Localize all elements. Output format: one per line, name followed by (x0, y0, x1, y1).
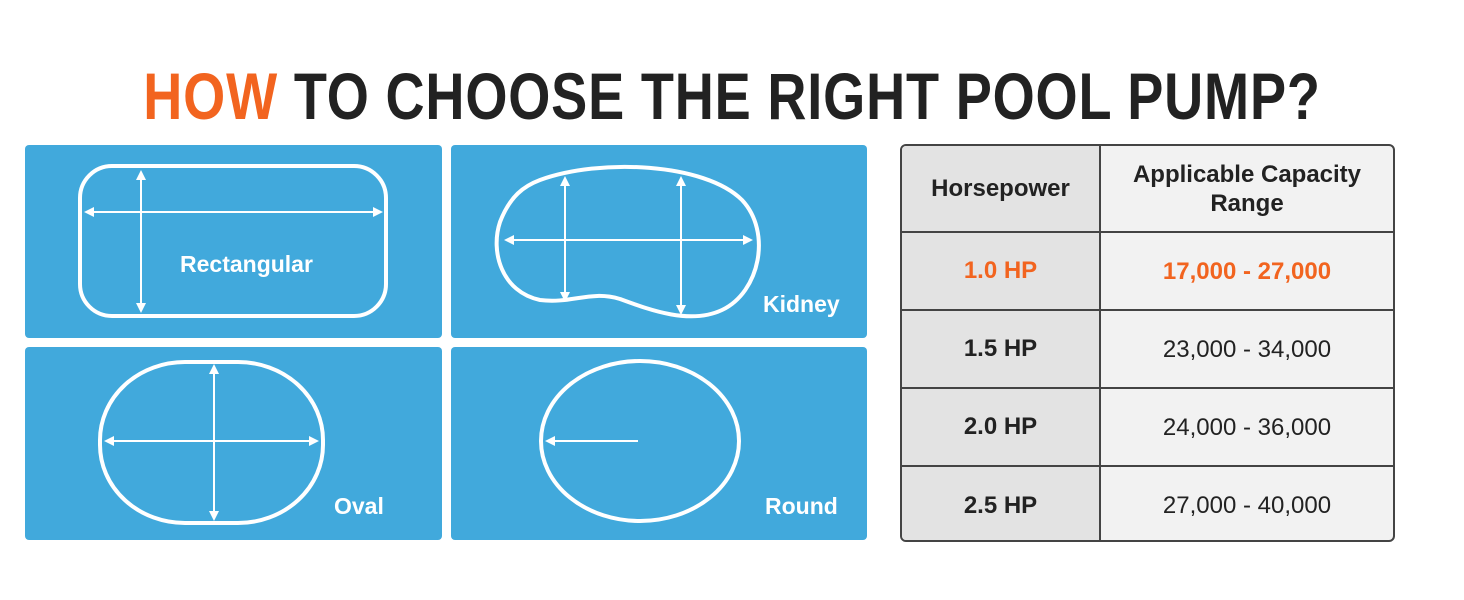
table-row: 1.5 HP 23,000 - 34,000 (902, 309, 1393, 387)
table-row: 2.5 HP 27,000 - 40,000 (902, 465, 1393, 540)
round-pool-outline (539, 359, 741, 523)
table-row: 1.0 HP 17,000 - 27,000 (902, 231, 1393, 309)
range-cell: 27,000 - 40,000 (1162, 492, 1332, 519)
header-capacity: Applicable Capacity Range (1132, 160, 1362, 217)
range-cell: 24,000 - 36,000 (1162, 413, 1332, 441)
title-rest: TO CHOOSE THE RIGHT POOL PUMP? (277, 59, 1321, 133)
range-cell: 17,000 - 27,000 (1162, 257, 1332, 285)
range-cell: 23,000 - 34,000 (1162, 335, 1332, 363)
page-title: HOW TO CHOOSE THE RIGHT POOL PUMP? (132, 58, 1332, 134)
shape-label: Round (765, 493, 838, 519)
pump-capacity-table: Horsepower Applicable Capacity Range 1.0… (900, 144, 1395, 542)
panel-rectangular (25, 145, 442, 338)
shape-label: Rectangular (180, 251, 313, 277)
shape-label: Oval (334, 493, 384, 519)
kidney-pool-outline (494, 164, 761, 319)
hp-cell: 1.5 HP (902, 311, 1101, 387)
header-horsepower: Horsepower (902, 146, 1101, 231)
table-row: 2.0 HP 24,000 - 36,000 (902, 387, 1393, 465)
shape-label: Kidney (763, 291, 840, 317)
hp-cell: 1.0 HP (902, 233, 1101, 309)
title-accent: HOW (143, 59, 278, 133)
rectangular-pool-outline (78, 164, 388, 318)
hp-cell: 2.0 HP (902, 389, 1101, 465)
panel-round (451, 347, 867, 540)
hp-cell: 2.5 HP (902, 467, 1101, 540)
table-header: Horsepower Applicable Capacity Range (902, 146, 1393, 231)
oval-pool-outline (98, 360, 325, 525)
